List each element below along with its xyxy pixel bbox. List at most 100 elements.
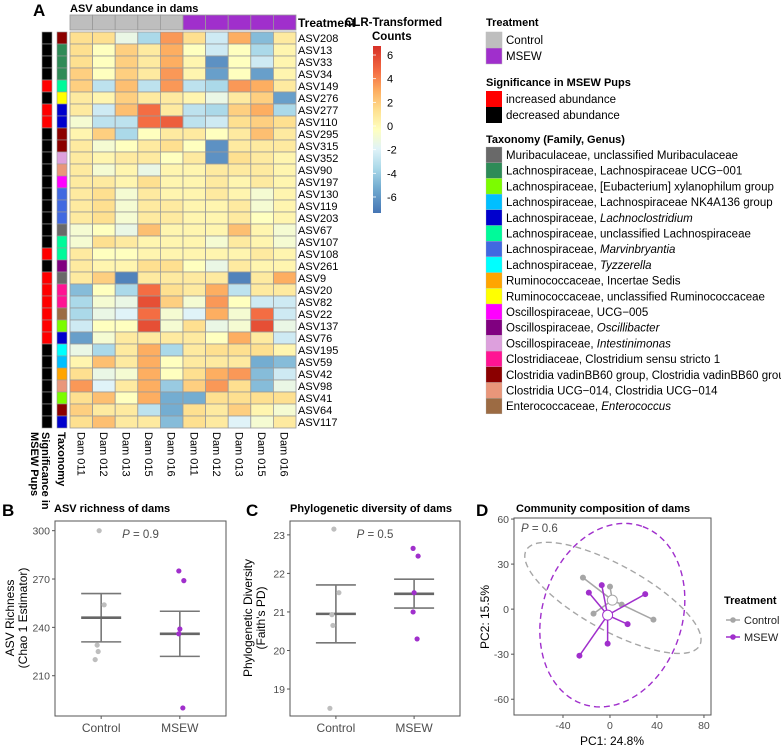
heatmap-cell [137, 247, 161, 261]
heatmap-cell [159, 307, 184, 321]
heatmap-cell [250, 67, 274, 81]
taxonomy-genus: [Eubacterium] xylanophilum group [600, 181, 774, 193]
heatmap-cell [137, 379, 161, 393]
taxonomy-cell [56, 367, 68, 381]
row-label: ASV22 [298, 309, 332, 321]
heatmap-cell [227, 67, 252, 81]
heatmap-cell [92, 235, 116, 249]
taxonomy-cell [56, 199, 68, 213]
heatmap-cell [250, 79, 274, 93]
taxonomy-cell [56, 379, 68, 393]
pca-legend-title: Treatment [724, 595, 777, 607]
row-label: ASV108 [298, 249, 338, 261]
pd-point-msew [411, 590, 417, 596]
heatmap-cell [205, 355, 229, 369]
colorbar-title-1: CLR-Transformed [345, 17, 442, 29]
taxonomy-genus: Oscillibacter [597, 323, 661, 335]
heatmap-cell [227, 163, 252, 177]
heatmap-cell [159, 31, 184, 45]
significance-cell [41, 67, 53, 81]
heatmap-cell [92, 367, 116, 381]
panel-label-a: A [33, 1, 45, 20]
pd-point-msew [414, 636, 420, 642]
heatmap-cell [182, 415, 207, 429]
taxonomy-cell [56, 247, 68, 261]
pd-p-symbol: P [357, 529, 365, 541]
colorbar-ticks: 6 4 2 0 -2 -4 -6 [373, 50, 397, 204]
pca-point-control [606, 583, 613, 590]
heatmap-cell [69, 319, 94, 333]
heatmap-cell [205, 31, 229, 45]
heatmap-cell [69, 91, 94, 105]
row-label: ASV42 [298, 369, 332, 381]
heatmap-cell [92, 295, 116, 309]
heatmap-cell [227, 211, 252, 225]
taxonomy-genus: Incertae Sedis [607, 276, 681, 288]
legend-taxonomy-swatch [485, 225, 503, 242]
row-label: ASV119 [298, 201, 338, 213]
heatmap-cell [182, 139, 207, 153]
taxonomy-genus: Clostridia UCG−014 [615, 386, 718, 398]
significance-cell [41, 367, 53, 381]
colorbar-tick-label: 4 [387, 74, 393, 86]
row-label: ASV197 [298, 177, 338, 189]
legend-taxonomy-swatch [485, 319, 503, 336]
heatmap-cell [114, 271, 139, 285]
taxonomy-family: Enterococcaceae, [506, 401, 601, 413]
heatmap-cell [272, 403, 297, 417]
heatmap-cell [92, 355, 116, 369]
pca-legend-point [730, 634, 736, 640]
heatmap-cell [227, 139, 252, 153]
heatmap-cell [227, 31, 252, 45]
row-label: ASV82 [298, 297, 332, 309]
heatmap-cell [250, 319, 274, 333]
legend-panel-a: Treatment Significance in MSEW Pups Taxo… [485, 17, 781, 415]
heatmap-cell [182, 115, 207, 129]
heatmap-cell [114, 127, 139, 141]
heatmap-cell [114, 367, 139, 381]
richness-title: ASV richness of dams [54, 503, 170, 515]
heatmap-cell [250, 367, 274, 381]
heatmap-cell [272, 379, 297, 393]
heatmap-cell [182, 283, 207, 297]
taxonomy-cell [56, 187, 68, 201]
heatmap-cell [227, 223, 252, 237]
row-label: ASV76 [298, 333, 332, 345]
heatmap-cell [137, 91, 161, 105]
legend-taxonomy-title: Taxonomy (Family, Genus) [486, 134, 625, 146]
heatmap-cell [114, 175, 139, 189]
heatmap-cell [114, 103, 139, 117]
richness-ylabel-2: (Chao 1 Estimator) [16, 568, 30, 669]
legend-taxonomy-swatch [485, 178, 503, 195]
legend-significance-swatch [486, 91, 502, 107]
heatmap-cell [182, 79, 207, 93]
heatmap-cell [272, 331, 297, 345]
heatmap-cell [272, 187, 297, 201]
pca-legend-label: Control [744, 615, 779, 627]
taxonomy-genus: Lachnoclostridium [600, 213, 693, 225]
heatmap-cell [137, 415, 161, 429]
heatmap-cell [137, 115, 161, 129]
heatmap-cell [250, 415, 274, 429]
richness-p-symbol: P [122, 529, 130, 541]
legend-taxonomy-swatch [485, 272, 503, 289]
heatmap-cell [92, 151, 116, 165]
heatmap-cell [114, 307, 139, 321]
heatmap-cell [159, 187, 184, 201]
taxonomy-cell [56, 139, 68, 153]
heatmap-cell [205, 115, 229, 129]
heatmap-cell [137, 67, 161, 81]
pd-title: Phylogenetic diversity of dams [290, 503, 452, 515]
heatmap-cell [227, 379, 252, 393]
legend-significance-label: increased abundance [506, 94, 616, 106]
heatmap-cell [272, 223, 297, 237]
colorbar-tick-label: -2 [387, 145, 397, 157]
significance-cell [41, 391, 53, 405]
heatmap-cell [92, 103, 116, 117]
heatmap-cell [137, 319, 161, 333]
row-label: ASV195 [298, 345, 338, 357]
treatment-cell [114, 14, 139, 31]
heatmap-cell [159, 55, 184, 69]
taxonomy-cell [56, 235, 68, 249]
significance-cell [41, 259, 53, 273]
